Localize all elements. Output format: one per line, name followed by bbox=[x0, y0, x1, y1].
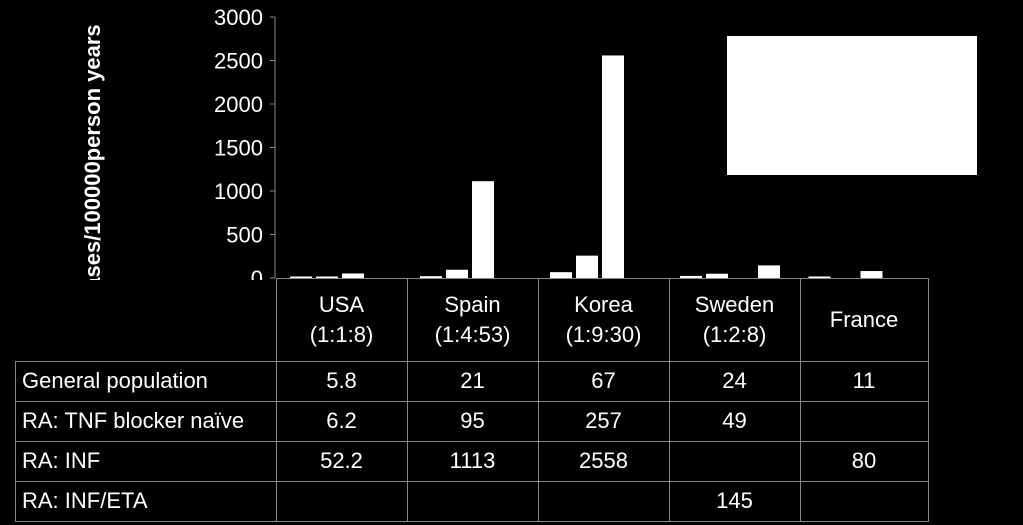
bar bbox=[860, 271, 883, 278]
data-label: 145 bbox=[668, 480, 801, 522]
y-tick-label: 0 bbox=[251, 266, 263, 280]
data-label: 11 bbox=[799, 360, 929, 402]
table-header-row: USA (1:1:8) Spain (1:4:53) Korea (1:9:30) Swed… bbox=[15, 278, 929, 362]
table-row: RA: INF 52.2 1113 2558 80 bbox=[15, 440, 929, 482]
data-label: 52.2 bbox=[275, 440, 408, 482]
legend-box bbox=[727, 36, 977, 175]
data-label: 95 bbox=[406, 400, 539, 442]
data-label bbox=[275, 480, 408, 522]
data-label bbox=[799, 480, 929, 522]
category-header: France bbox=[799, 278, 929, 362]
bar bbox=[290, 276, 312, 278]
data-label: 21 bbox=[406, 360, 539, 402]
data-label bbox=[406, 480, 539, 522]
category-ratio: (1:2:8) bbox=[702, 321, 767, 347]
category-ratio: (1:9:30) bbox=[565, 321, 642, 347]
y-tick-label: 3000 bbox=[214, 5, 263, 30]
chart-svg: 3000 2500 2000 1500 1000 500 0 Cases/100000per… bbox=[80, 5, 883, 280]
category-name: Sweden bbox=[694, 291, 775, 317]
data-label bbox=[537, 480, 670, 522]
data-label: 80 bbox=[799, 440, 929, 482]
y-tick-label: 1000 bbox=[214, 179, 263, 204]
series-label: RA: INF bbox=[15, 440, 277, 482]
series-label: RA: TNF blocker naïve bbox=[15, 400, 277, 442]
data-label bbox=[668, 440, 801, 482]
category-header: Korea (1:9:30) bbox=[537, 278, 670, 362]
data-label: 2558 bbox=[537, 440, 670, 482]
bar bbox=[446, 269, 468, 278]
bar bbox=[758, 265, 780, 278]
bar bbox=[420, 276, 442, 278]
bar bbox=[576, 255, 598, 278]
category-ratio: (1:1:8) bbox=[309, 321, 374, 347]
table-corner bbox=[15, 278, 277, 362]
category-name: Spain bbox=[444, 291, 501, 317]
data-label bbox=[799, 400, 929, 442]
table-row: RA: INF/ETA 145 bbox=[15, 480, 929, 522]
category-header: USA (1:1:8) bbox=[275, 278, 408, 362]
bar bbox=[602, 55, 624, 279]
category-name: USA bbox=[318, 291, 365, 317]
y-axis: 3000 2500 2000 1500 1000 500 0 bbox=[214, 5, 276, 280]
y-tick-label: 500 bbox=[226, 223, 263, 248]
data-label: 5.8 bbox=[275, 360, 408, 402]
data-label: 6.2 bbox=[275, 400, 408, 442]
category-header: Sweden (1:2:8) bbox=[668, 278, 801, 362]
table-row: General population 5.8 21 67 24 11 bbox=[15, 360, 929, 402]
data-label: 257 bbox=[537, 400, 670, 442]
y-tick-label: 1500 bbox=[214, 136, 263, 161]
data-label: 24 bbox=[668, 360, 801, 402]
series-label: RA: INF/ETA bbox=[15, 480, 277, 522]
bar bbox=[550, 272, 572, 278]
bar bbox=[342, 273, 364, 278]
data-label: 67 bbox=[537, 360, 670, 402]
bar bbox=[316, 276, 338, 278]
bar bbox=[808, 276, 831, 278]
bar bbox=[706, 273, 728, 278]
y-tick-label: 2000 bbox=[214, 92, 263, 117]
category-ratio: (1:4:53) bbox=[434, 321, 511, 347]
table-row: RA: TNF blocker naïve 6.2 95 257 49 bbox=[15, 400, 929, 442]
bars-group bbox=[290, 55, 883, 279]
data-table: USA (1:1:8) Spain (1:4:53) Korea (1:9:30) Swed… bbox=[15, 278, 929, 522]
bar bbox=[680, 275, 702, 278]
bar bbox=[472, 181, 494, 278]
series-label: General population bbox=[15, 360, 277, 402]
category-name: Korea bbox=[574, 291, 633, 317]
category-header: Spain (1:4:53) bbox=[406, 278, 539, 362]
y-axis-label: Cases/100000person years bbox=[80, 24, 105, 280]
y-tick-label: 2500 bbox=[214, 49, 263, 74]
data-label: 49 bbox=[668, 400, 801, 442]
data-label: 1113 bbox=[406, 440, 539, 482]
category-name: France bbox=[829, 306, 899, 332]
